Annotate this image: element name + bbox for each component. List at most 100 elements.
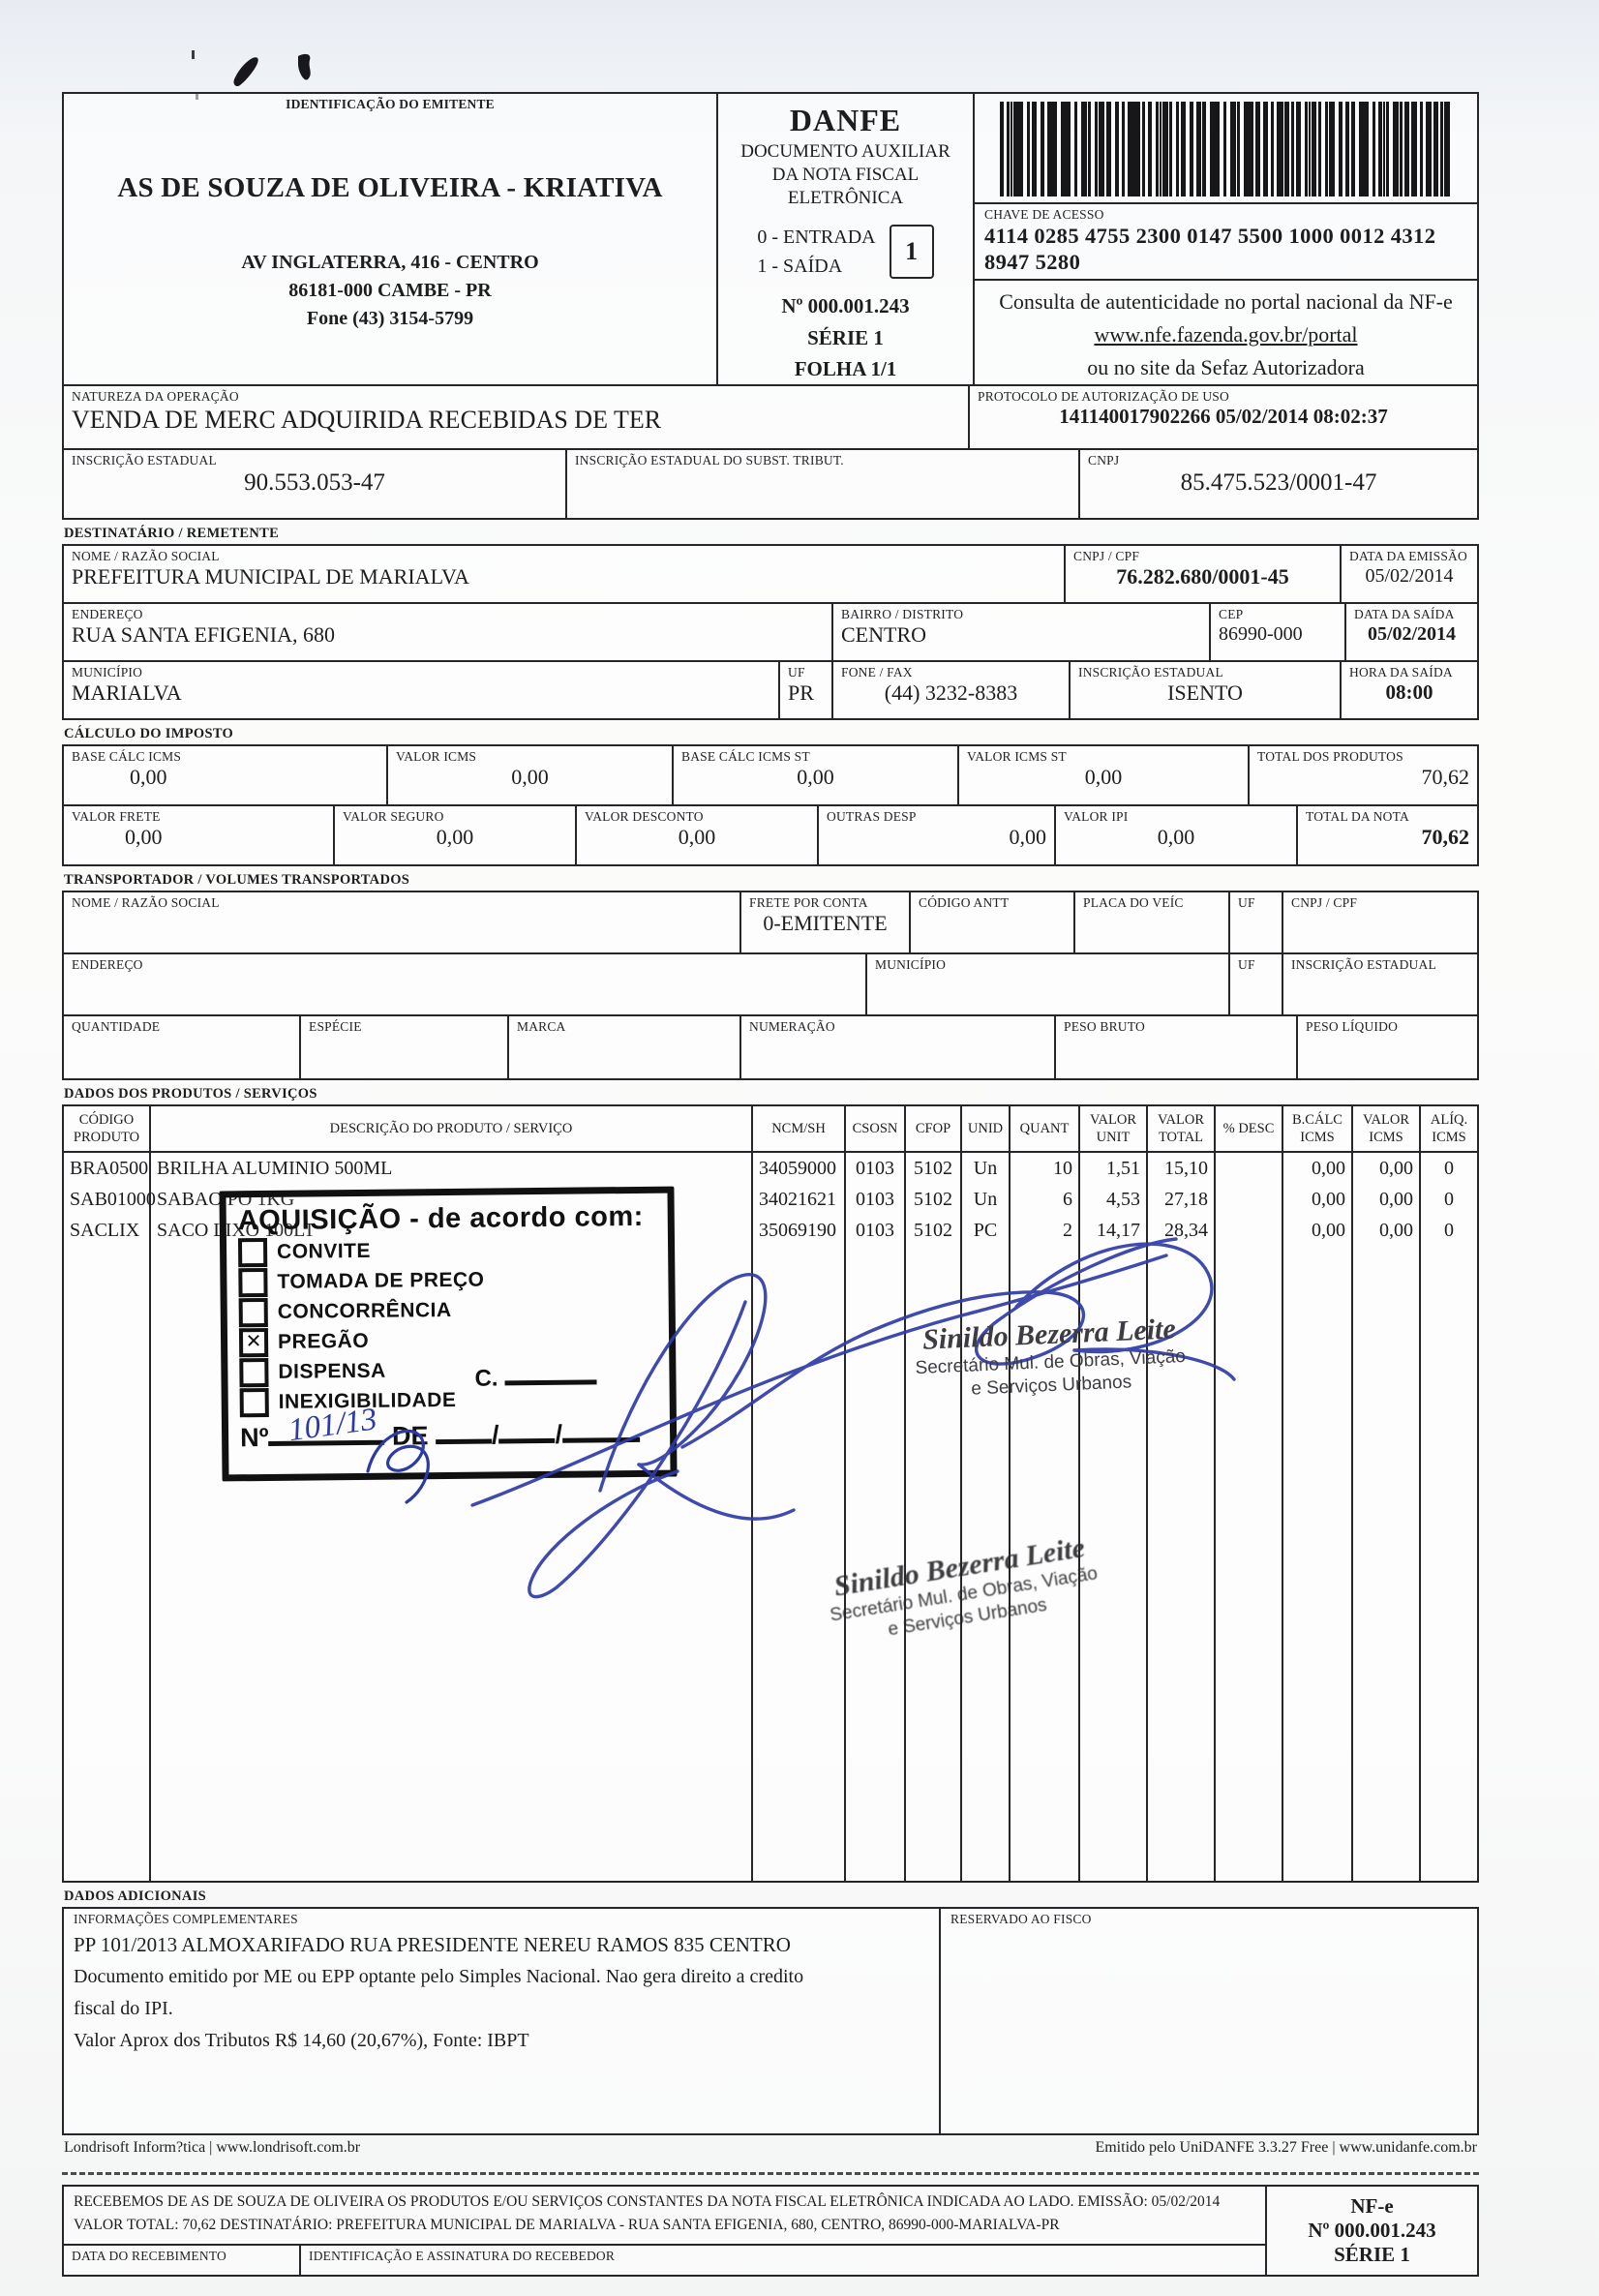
produto-row-descricao: SABAO PO 1KG [151,1184,753,1216]
transp-nome: NOME / RAZÃO SOCIAL [64,892,741,952]
assinatura-recebedor: IDENTIFICAÇÃO E ASSINATURA DO RECEBEDOR [301,2246,1265,2276]
produto-row-vunit: 4,53 [1080,1184,1148,1216]
valor-frete: VALOR FRETE 0,00 [64,806,335,864]
consulta-url: www.nfe.fazenda.gov.br/portal [1094,321,1358,347]
transportador-section-label: TRANSPORTADOR / VOLUMES TRANSPORTADOS [64,872,410,888]
produto-row-cfop: 5102 [906,1215,962,1247]
dest-fone-valor: (44) 3232-8383 [884,680,1018,705]
produto-row-pdesc [1216,1215,1283,1247]
total-nota-valor: 70,62 [1421,824,1470,849]
produto-row-codigo: BRA0500 [64,1153,151,1185]
danfe-subtitulo-l3: ELETRÔNICA [787,187,904,208]
rodape: Londrisoft Inform?tica | www.londrisoft.… [62,2135,1479,2157]
data-recebimento: DATA DO RECEBIMENTO [64,2245,301,2276]
consulta-texto: Consulta de autenticidade no portal naci… [999,288,1453,314]
danfe-box: DANFE DOCUMENTO AUXILIAR DA NOTA FISCAL … [718,94,975,384]
produto-row-vtotal: 15,10 [1148,1153,1216,1185]
dest-data-emissao: DATA DA EMISSÃO 05/02/2014 [1342,546,1477,602]
valor-icms-valor: 0,00 [511,764,549,789]
col-cfop: CFOP [906,1106,962,1154]
transp-inscricao-estadual: INSCRIÇÃO ESTADUAL [1291,957,1436,972]
chave-acesso-box: CHAVE DE ACESSO 4114 0285 4755 2300 0147… [975,202,1477,279]
total-nota: TOTAL DA NOTA 70,62 [1306,809,1470,849]
total-produtos: TOTAL DOS PRODUTOS 70,62 [1257,749,1469,789]
natureza-operacao: NATUREZA DA OPERAÇÃO VENDA DE MERC ADQUI… [64,386,970,448]
ie-subst-label: INSCRIÇÃO ESTADUAL DO SUBST. TRIBUT. [575,453,844,468]
produto-row-vicms: 0,00 [1353,1215,1421,1247]
produto-row-vicms: 0,00 [1353,1184,1421,1216]
carimbo-aquisicao: AQUISIÇÃO - de acordo com: CONVITE TOMAD… [219,1186,678,1482]
info-linha3: fiscal do IPI. [74,1998,173,2020]
dados-adicionais: INFORMAÇÕES COMPLEMENTARES PP 101/2013 A… [62,1907,1479,2136]
dest-hora-saida: HORA DA SAÍDA 08:00 [1342,662,1477,718]
col-ncm: NCM/SH [753,1106,846,1154]
destinatario-row3: MUNICÍPIO MARIALVA UF PR FONE / FAX (44)… [62,662,1479,720]
dest-cep-valor: 86990-000 [1219,622,1303,645]
natureza-row: NATUREZA DA OPERAÇÃO VENDA DE MERC ADQUI… [62,386,1479,450]
dest-saida-label: DATA DA SAÍDA [1354,607,1455,621]
dest-uf: UF PR [780,662,833,718]
col-valor-unit: VALOR UNIT [1080,1106,1148,1154]
dest-cnpj-valor: 76.282.680/0001-45 [1116,563,1289,589]
produto-row-vtotal: 27,18 [1148,1184,1216,1216]
dest-nome: NOME / RAZÃO SOCIAL PREFEITURA MUNICIPAL… [64,546,1066,602]
dest-ie-valor: ISENTO [1167,680,1243,705]
imposto-section-label: CÁLCULO DO IMPOSTO [64,726,234,741]
destinatario-section-label: DESTINATÁRIO / REMETENTE [64,526,280,541]
chave-acesso-valor: 4114 0285 4755 2300 0147 5500 1000 0012 … [984,223,1436,274]
dest-nome-valor: PREFEITURA MUNICIPAL DE MARIALVA [72,563,469,589]
transp-uf1: UF [1230,892,1283,952]
produto-row-bcalc: 0,00 [1283,1215,1353,1247]
dest-municipio-valor: MARIALVA [72,680,182,705]
produtos-area-vazia [64,1246,151,1882]
produto-row-csosn: 0103 [846,1153,906,1185]
protocolo-label: PROTOCOLO DE AUTORIZAÇÃO DE USO [978,389,1229,404]
emitente-box: IDENTIFICAÇÃO DO EMITENTE AS DE SOUZA DE… [64,94,718,384]
produto-row-ncm: 35069190 [753,1215,846,1247]
col-valor-icms: VALOR ICMS [1353,1106,1421,1154]
canhoto-serie: SÉRIE 1 [1334,2243,1410,2267]
produto-row-vicms: 0,00 [1353,1153,1421,1185]
dest-bairro-label: BAIRRO / DISTRITO [841,607,964,621]
natureza-label: NATUREZA DA OPERAÇÃO [72,389,239,404]
transportador-row1: NOME / RAZÃO SOCIAL FRETE POR CONTA 0-EM… [62,891,1479,954]
produto-row-vunit: 14,17 [1080,1215,1148,1247]
dest-uf-valor: PR [788,680,814,705]
outras-despesas-valor: 0,00 [1009,824,1047,849]
valor-frete-valor: 0,00 [125,824,163,849]
protocolo-valor: 141140017902266 05/02/2014 08:02:37 [1059,404,1388,428]
transp-cnpj: CNPJ / CPF [1291,895,1358,910]
dest-fone-label: FONE / FAX [841,665,913,680]
produtos-section-label: DADOS DOS PRODUTOS / SERVIÇOS [64,1086,317,1102]
danfe-serie: SÉRIE 1 [807,325,884,349]
base-calc-icms: BASE CÁLC ICMS 0,00 [64,746,388,804]
produto-row-vunit: 1,51 [1080,1153,1148,1185]
valor-icms: VALOR ICMS 0,00 [388,746,674,804]
produto-row-bcalc: 0,00 [1283,1184,1353,1216]
dest-emissao-label: DATA DA EMISSÃO [1349,549,1467,563]
transp-endereco: ENDEREÇO [64,954,867,1014]
danfe-tipo-box: 1 [889,225,934,280]
dest-bairro: BAIRRO / DISTRITO CENTRO [833,604,1211,660]
produto-row-aliq: 0 [1444,1220,1454,1242]
valor-icms-st: VALOR ICMS ST 0,00 [959,746,1250,804]
linha-destacavel [62,2172,1479,2176]
emitente-endereco-linha1: AV INGLATERRA, 416 - CENTRO [241,251,539,273]
danfe-subtitulo-l1: DOCUMENTO AUXILIAR [740,141,950,162]
base-calc-icms-valor: 0,00 [130,764,167,789]
chave-coluna: CHAVE DE ACESSO 4114 0285 4755 2300 0147… [975,94,1477,384]
canhoto-numero: Nº 000.001.243 [1308,2219,1436,2243]
info-linha1: PP 101/2013 ALMOXARIFADO RUA PRESIDENTE … [74,1932,791,1956]
canhoto-nfe-box: NF-e Nº 000.001.243 SÉRIE 1 [1267,2187,1477,2275]
dest-bairro-valor: CENTRO [841,621,926,647]
col-quant: QUANT [1011,1106,1080,1154]
header-row: IDENTIFICAÇÃO DO EMITENTE AS DE SOUZA DE… [62,92,1479,386]
dest-endereco-valor: RUA SANTA EFIGENIA, 680 [72,621,336,647]
codigo-antt: CÓDIGO ANTT [911,892,1075,952]
opcao-tomada-preco: TOMADA DE PREÇO [238,1264,656,1298]
carimbo-aquisicao-titulo: AQUISIÇÃO - de acordo com: [237,1200,644,1237]
produto-row-ncm: 34021621 [753,1184,846,1216]
natureza-valor: VENDA DE MERC ADQUIRIDA RECEBIDAS DE TER [72,405,662,434]
produto-row-quant: 2 [1011,1215,1080,1247]
reservado-fisco-label: RESERVADO AO FISCO [950,1912,1092,1927]
